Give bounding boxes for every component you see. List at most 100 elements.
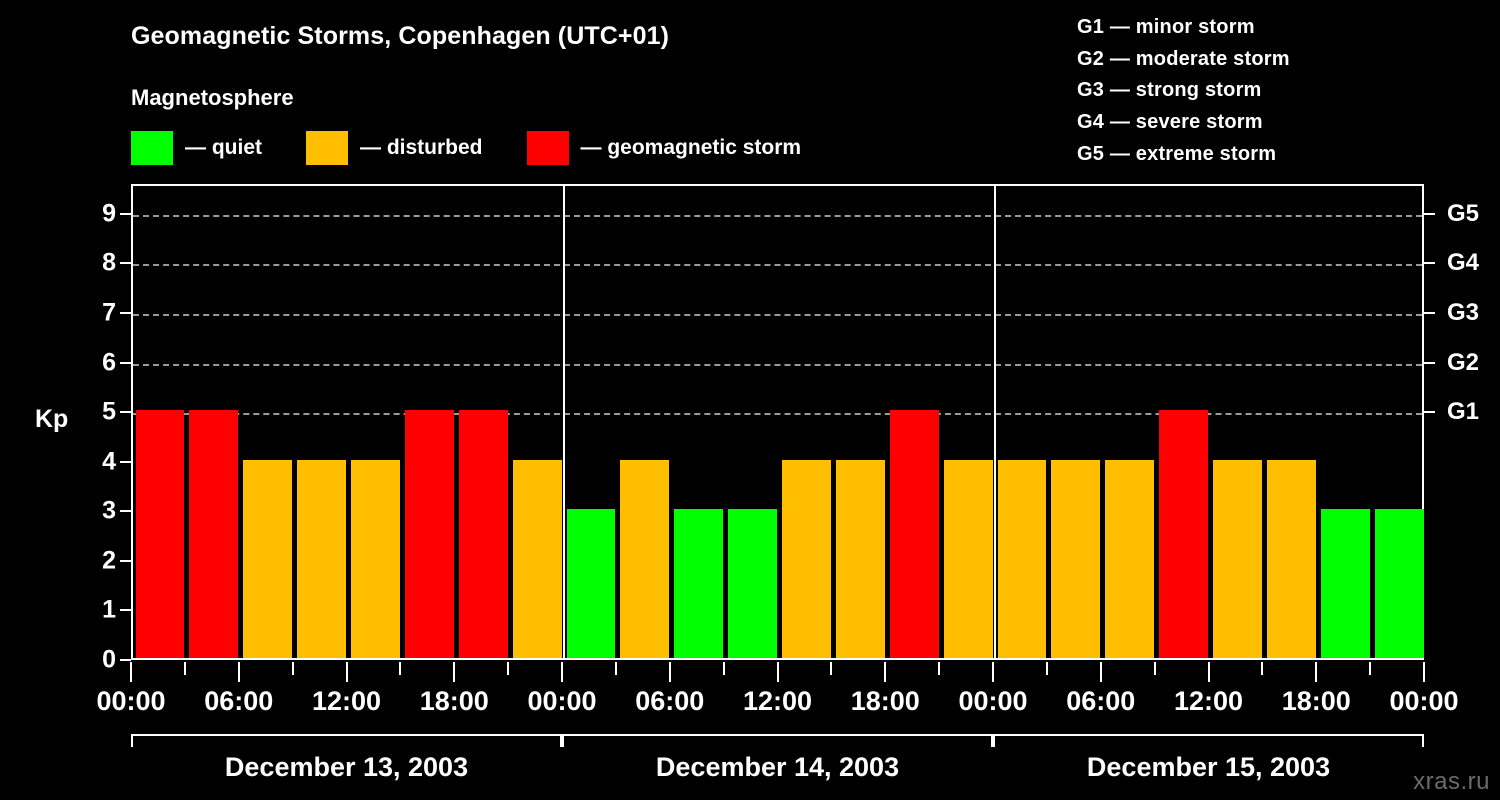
legend-entry-geomagneticstorm: — geomagnetic storm <box>526 131 846 165</box>
x-tick-major <box>1099 662 1102 682</box>
y-tick-mark <box>120 510 131 513</box>
date-brackets <box>131 734 1424 748</box>
bar-series <box>133 186 1424 658</box>
bar <box>1105 459 1155 658</box>
bar <box>835 459 885 658</box>
color-legend: — quiet — disturbed — geomagnetic storm <box>131 131 845 165</box>
x-tick-major <box>561 662 563 682</box>
y-tick-mark <box>120 361 131 364</box>
bar <box>782 459 831 658</box>
bar <box>889 410 939 658</box>
day-divider <box>563 186 565 658</box>
x-tick-label: 00:00 <box>527 686 597 716</box>
bar <box>189 410 239 658</box>
bar <box>620 459 670 658</box>
y-axis-tick-labels: 0 1 2 3 4 5 6 7 8 9 <box>78 184 116 673</box>
bar <box>1051 459 1101 658</box>
green-swatch <box>131 131 173 165</box>
g-tick-label-G3: G3 <box>1447 298 1480 326</box>
gridline-kp-5 <box>133 413 1422 416</box>
x-tick-minor <box>722 662 725 675</box>
bar <box>512 459 562 658</box>
y-tick-label-0: 0 <box>102 645 116 674</box>
x-tick-major <box>668 662 671 682</box>
bar <box>566 509 616 658</box>
y-tick-mark <box>120 559 131 562</box>
bar <box>135 410 185 658</box>
g-tick-mark <box>1424 212 1435 215</box>
g-tick-mark <box>1424 411 1435 414</box>
date-bracket <box>993 734 1424 747</box>
legend-label: — disturbed <box>360 136 483 159</box>
x-tick-minor <box>183 662 186 675</box>
x-tick-minor <box>830 662 833 675</box>
x-tick-minor <box>1369 662 1372 675</box>
bar <box>458 410 508 658</box>
x-tick-major <box>345 662 348 682</box>
bar <box>1320 509 1370 658</box>
date-label: December 15, 2003 <box>1086 752 1331 782</box>
x-tick-label: 00:00 <box>1389 686 1459 716</box>
x-tick-minor <box>291 662 294 675</box>
g-scale-legend: G1 — minor storm G2 — moderate storm G3 — … <box>1077 12 1290 171</box>
y-tick-label-1: 1 <box>102 595 116 624</box>
y-tick-mark <box>120 609 131 612</box>
x-axis-tick-marks <box>130 662 1425 682</box>
x-tick-major <box>776 662 779 682</box>
gridline-kp-8 <box>133 264 1422 267</box>
x-tick-label: 18:00 <box>1281 686 1351 716</box>
legend-label: — quiet <box>185 136 262 159</box>
x-tick-label: 18:00 <box>850 686 920 716</box>
y-tick-mark <box>120 311 131 314</box>
x-tick-minor <box>1045 662 1048 675</box>
x-tick-minor <box>614 662 617 675</box>
x-tick-label: 12:00 <box>1173 686 1244 716</box>
y-axis-tick-marks <box>120 184 132 661</box>
y-tick-mark <box>120 411 131 414</box>
gridline-kp-6 <box>133 363 1422 366</box>
x-tick-label: 06:00 <box>204 686 274 716</box>
g-legend-item-5: G5 — extreme storm <box>1077 142 1277 165</box>
g-legend-item-2: G2 — moderate storm <box>1077 47 1290 70</box>
g-legend-item-4: G4 — severe storm <box>1077 111 1263 134</box>
x-tick-major <box>884 662 887 682</box>
x-tick-label: 06:00 <box>1066 686 1136 716</box>
g-axis-tick-marks <box>1424 184 1436 660</box>
bar <box>728 509 777 658</box>
gridline-kp-7 <box>133 313 1422 316</box>
x-tick-major <box>130 662 132 682</box>
y-tick-mark <box>120 212 131 215</box>
bar <box>1374 509 1424 658</box>
bar <box>351 459 400 658</box>
x-tick-label: 18:00 <box>419 686 489 716</box>
g-legend-item-1: G1 — minor storm <box>1077 16 1255 38</box>
legend-entry-quiet: — quiet <box>131 131 306 165</box>
y-tick-mark <box>120 262 131 265</box>
x-tick-major <box>1315 662 1318 682</box>
date-label: December 13, 2003 <box>224 752 469 782</box>
bar <box>1213 459 1262 658</box>
date-labels: December 13, 2003 December 14, 2003 Decemb… <box>131 752 1424 792</box>
x-tick-label: 12:00 <box>311 686 382 716</box>
x-tick-minor <box>1261 662 1264 675</box>
g-tick-mark <box>1424 361 1435 364</box>
y-tick-label-2: 2 <box>102 546 116 575</box>
date-bracket <box>562 734 993 747</box>
x-tick-minor <box>1153 662 1156 675</box>
watermark: xras.ru <box>1413 768 1490 795</box>
y-tick-label-8: 8 <box>102 248 116 277</box>
bar <box>297 459 346 658</box>
x-tick-label: 12:00 <box>742 686 813 716</box>
bar <box>943 459 993 658</box>
chart-subtitle: Magnetosphere <box>131 85 294 110</box>
gridline-kp-9 <box>133 214 1422 217</box>
legend-entry-disturbed: — disturbed <box>306 131 527 165</box>
g-tick-mark <box>1424 311 1435 314</box>
g-legend-item-3: G3 — strong storm <box>1077 79 1262 102</box>
day-divider <box>994 186 996 658</box>
y-tick-mark <box>120 460 131 463</box>
y-axis-title: Kp <box>35 405 69 433</box>
date-label: December 14, 2003 <box>655 752 900 782</box>
page-title: Geomagnetic Storms, Copenhagen (UTC+01) <box>131 22 670 50</box>
y-tick-label-3: 3 <box>102 496 116 525</box>
